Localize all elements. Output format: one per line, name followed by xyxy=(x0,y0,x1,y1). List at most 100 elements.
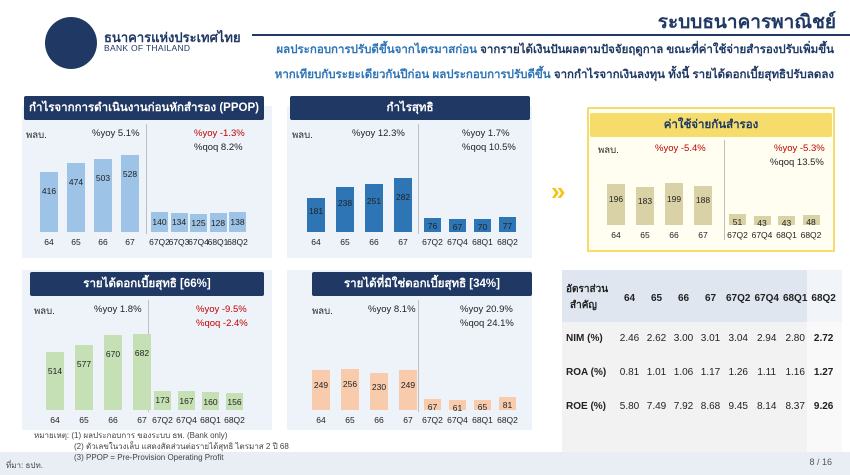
summary-line-2: หากเทียบกับระยะเดียวกันปีก่อน ผลประกอบกา… xyxy=(275,66,834,84)
non-ii-annual-value-label: 256 xyxy=(342,379,358,390)
footnote-3: (3) PPOP = Pre-Provision Operating Profi… xyxy=(74,453,224,462)
ppop-annual-value-label: 503 xyxy=(95,173,111,184)
provision-annual-bar xyxy=(694,185,712,225)
non-ii-quarterly-value-label: 81 xyxy=(502,400,513,411)
non-ii-annual-bar xyxy=(341,369,359,410)
provision-quarterly-value-label: 51 xyxy=(732,216,743,227)
ppop-annual-yoy: %yoy 5.1% xyxy=(92,128,140,139)
nii-annual-yoy: %yoy 1.8% xyxy=(94,304,142,315)
nii-annual-value-label: 682 xyxy=(134,347,150,358)
net-profit-annual-bar xyxy=(365,184,383,232)
ppop-annual-bar xyxy=(121,155,139,232)
provision-quarterly-bar xyxy=(802,214,820,225)
non-ii-quarterly-qoq: %qoq 24.1% xyxy=(460,318,514,329)
ratio-column-header: 67Q4 xyxy=(754,292,779,304)
provision-annual-tick-label: 67 xyxy=(698,230,708,240)
nii-quarterly-value-label: 156 xyxy=(227,396,242,407)
non-ii-annual-tick-label: 67 xyxy=(403,415,413,425)
chevron-right-icon: » xyxy=(551,176,566,206)
ratio-cell: 7.49 xyxy=(646,400,667,412)
ppop-quarterly-value-label: 138 xyxy=(230,216,245,227)
ratio-cell: 8.37 xyxy=(785,400,805,412)
non-ii-quarterly-bar xyxy=(474,399,491,410)
ppop-annual-value-label: 416 xyxy=(41,185,57,196)
provision-quarterly-qoq: %qoq 13.5% xyxy=(770,157,824,168)
non-ii-separator xyxy=(418,300,419,412)
ppop-quarterly-tick-label: 67Q2 xyxy=(149,237,170,247)
nii-quarterly-bar xyxy=(178,391,195,410)
summary-line-1-rest: จากรายได้เงินปันผลตามปัจจัยฤดูกาล ขณะที่… xyxy=(476,44,834,56)
ratio-header-line-2: สำคัญ xyxy=(570,300,597,311)
non-ii-quarterly-value-label: 61 xyxy=(452,402,463,413)
net-profit-annual-tick-label: 65 xyxy=(340,237,350,247)
ppop-quarterly-bar xyxy=(151,211,168,232)
ratio-cell: 8.14 xyxy=(756,400,777,412)
net-profit-quarterly-tick-label: 67Q4 xyxy=(447,237,468,247)
ratio-column-header: 65 xyxy=(650,292,663,304)
provision-annual-bar xyxy=(636,186,654,225)
ratio-row: ROE (%) 5.80 7.49 7.92 8.68 9.45 8.14 8.37 9.26 xyxy=(564,389,838,423)
nii-quarterly-value-label: 160 xyxy=(203,396,218,407)
bot-logo-icon xyxy=(45,17,97,69)
ratio-cell: 9.26 xyxy=(813,400,834,412)
provision-annual-value-label: 188 xyxy=(695,195,711,206)
ratio-column-header: 68Q2 xyxy=(811,292,836,304)
nii-annual-bar xyxy=(46,352,64,410)
net-profit-annual-value-label: 181 xyxy=(308,206,324,217)
provision-annual-tick-label: 66 xyxy=(669,230,679,240)
logo-english-text: BANK OF THAILAND xyxy=(104,43,191,53)
provision-quarterly-bar xyxy=(729,214,746,225)
nii-annual-bar xyxy=(104,334,122,410)
net-profit-separator xyxy=(418,124,419,234)
ppop-quarterly-tick-label: 68Q2 xyxy=(227,237,248,247)
footer-bar xyxy=(0,452,850,475)
ppop-quarterly-tick-label: 68Q1 xyxy=(207,237,229,247)
net-profit-quarterly-tick-label: 67Q2 xyxy=(422,237,443,247)
nii-quarterly-bar xyxy=(154,390,171,410)
ppop-quarterly-value-label: 125 xyxy=(191,218,206,229)
provision-annual-yoy: %yoy -5.4% xyxy=(655,143,706,154)
ratio-row-name: ROE (%) xyxy=(566,400,606,412)
ratio-row-name: ROA (%) xyxy=(566,366,607,378)
ratio-latest-column-highlight xyxy=(807,270,842,452)
non-ii-annual-tick-label: 64 xyxy=(316,415,326,425)
nii-annual-bar xyxy=(133,333,151,410)
ratio-cell: 1.26 xyxy=(728,366,748,378)
nii-quarterly-tick-label: 68Q1 xyxy=(200,415,221,425)
ratio-cell: 2.72 xyxy=(813,332,834,344)
ratio-cell: 8.68 xyxy=(700,400,721,412)
title-underline xyxy=(252,34,850,36)
non-ii-chart-title: รายได้ที่มิใช่ดอกเบี้ยสุทธิ [34%] xyxy=(312,272,532,296)
nii-quarterly-yoy: %yoy -9.5% xyxy=(196,304,247,315)
non-ii-quarterly-bar xyxy=(449,400,466,410)
ratio-cell: 1.17 xyxy=(700,366,721,378)
ppop-annual-tick-label: 67 xyxy=(125,237,135,247)
ratio-cell: 2.94 xyxy=(756,332,777,344)
ppop-annual-tick-label: 64 xyxy=(44,237,54,247)
non-ii-quarterly-tick-label: 67Q2 xyxy=(422,415,443,425)
logo-thai-text: ธนาคารแห่งประเทศไทย xyxy=(104,30,241,45)
net-profit-quarterly-yoy: %yoy 1.7% xyxy=(462,128,510,139)
non-ii-annual-tick-label: 66 xyxy=(374,415,384,425)
non-ii-quarterly-tick-label: 68Q1 xyxy=(472,415,493,425)
net-profit-annual-value-label: 282 xyxy=(395,191,411,202)
nii-quarterly-tick-label: 68Q2 xyxy=(224,415,245,425)
non-ii-unit: พลบ. xyxy=(312,306,333,317)
ratio-cell: 3.00 xyxy=(673,332,694,344)
nii-annual-tick-label: 65 xyxy=(79,415,89,425)
non-ii-quarterly-tick-label: 68Q2 xyxy=(497,415,518,425)
non-ii-annual-value-label: 230 xyxy=(371,382,387,393)
net-profit-quarterly-bar xyxy=(449,219,466,232)
source-label: ที่มา: ธปท. xyxy=(6,461,43,470)
non-ii-quarterly-value-label: 67 xyxy=(427,401,438,412)
ratio-row: NIM (%) 2.46 2.62 3.00 3.01 3.04 2.94 2.80 2.72 xyxy=(564,321,838,355)
ppop-separator xyxy=(146,124,147,234)
net-profit-annual-value-label: 251 xyxy=(366,196,382,207)
provision-quarterly-yoy: %yoy -5.3% xyxy=(774,143,825,154)
non-ii-annual-value-label: 249 xyxy=(400,380,416,391)
provision-quarterly-tick-label: 67Q4 xyxy=(751,230,773,240)
non-ii-quarterly-yoy: %yoy 20.9% xyxy=(460,304,513,315)
ratio-cell: 3.04 xyxy=(728,332,748,344)
provision-annual-value-label: 183 xyxy=(637,196,653,207)
net-profit-annual-bar xyxy=(394,178,412,232)
